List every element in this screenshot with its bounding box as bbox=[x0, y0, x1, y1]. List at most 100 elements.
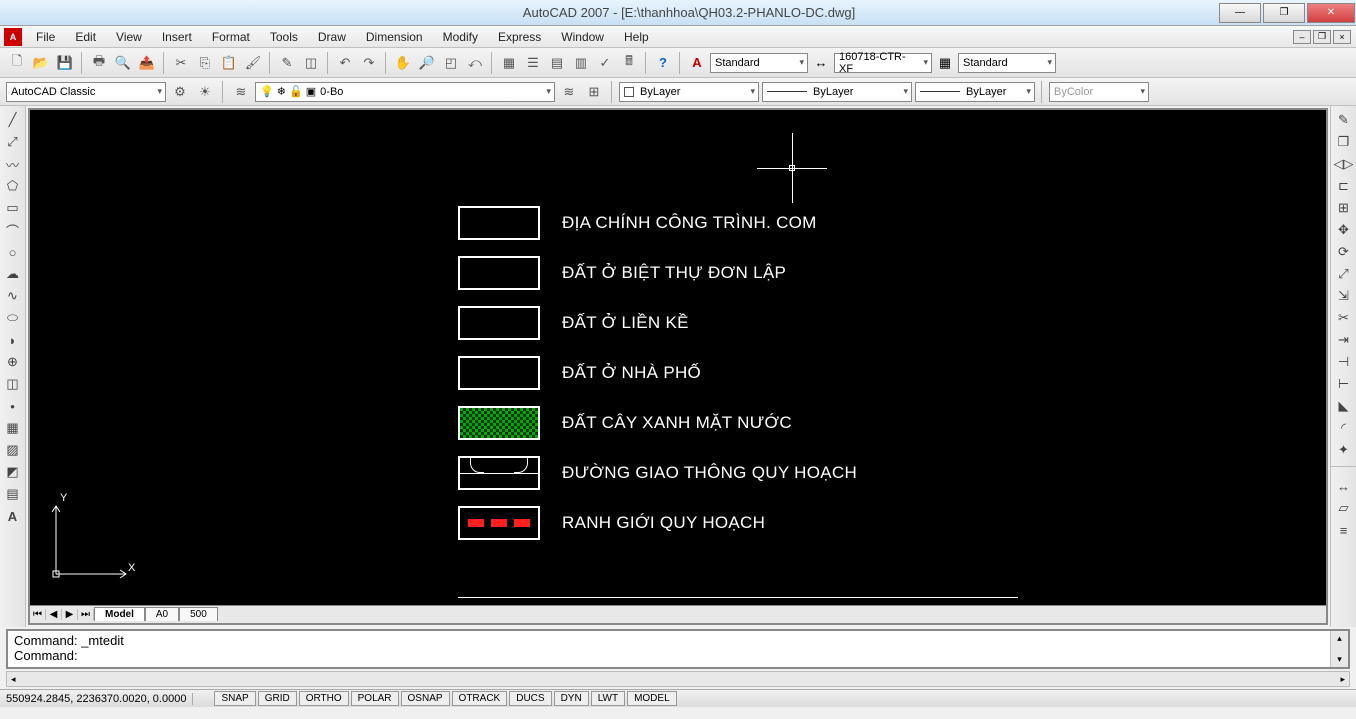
block-make-icon[interactable]: ◫ bbox=[2, 374, 24, 394]
polygon-icon[interactable]: ⬠ bbox=[2, 176, 24, 196]
circle-icon[interactable]: ○ bbox=[2, 242, 24, 262]
xline-icon[interactable]: ⤢ bbox=[2, 132, 24, 152]
offset-icon[interactable]: ⊏ bbox=[1333, 176, 1355, 196]
hatch-icon[interactable]: ▦ bbox=[2, 418, 24, 438]
point-icon[interactable]: • bbox=[2, 396, 24, 416]
calc-icon[interactable]: 🖩 bbox=[618, 52, 640, 74]
layer-states-icon[interactable]: ⊞ bbox=[583, 81, 605, 103]
cmd-hscrollbar[interactable]: ◂▸ bbox=[6, 671, 1350, 687]
scale-icon[interactable]: ⤢ bbox=[1333, 264, 1355, 284]
copy-obj-icon[interactable]: ❐ bbox=[1333, 132, 1355, 152]
publish-icon[interactable]: 📤 bbox=[136, 52, 158, 74]
copy-icon[interactable]: ⎘ bbox=[194, 52, 216, 74]
dimstyle-select[interactable]: 160718-CTR-XF bbox=[834, 53, 932, 73]
area-icon[interactable]: ▱ bbox=[1333, 498, 1355, 518]
tool-icon[interactable]: ▤ bbox=[546, 52, 568, 74]
close-button[interactable]: ✕ bbox=[1307, 3, 1355, 23]
cmd-scrollbar[interactable]: ▴▾ bbox=[1330, 631, 1348, 667]
block-icon[interactable]: ◫ bbox=[300, 52, 322, 74]
menu-insert[interactable]: Insert bbox=[152, 27, 202, 47]
layer-mgr-icon[interactable]: ≋ bbox=[230, 81, 252, 103]
menu-express[interactable]: Express bbox=[488, 27, 551, 47]
gradient-icon[interactable]: ▨ bbox=[2, 440, 24, 460]
layer-prev-icon[interactable]: ≋ bbox=[558, 81, 580, 103]
spline-icon[interactable]: ∿ bbox=[2, 286, 24, 306]
ws-settings-icon[interactable]: ⚙ bbox=[169, 81, 191, 103]
textstyle-select[interactable]: Standard bbox=[710, 53, 808, 73]
tab-next-button[interactable]: ▶ bbox=[62, 609, 78, 620]
ellipsearc-icon[interactable]: ◗ bbox=[2, 330, 24, 350]
menu-window[interactable]: Window bbox=[551, 27, 614, 47]
lineweight-select[interactable]: ByLayer bbox=[915, 82, 1035, 102]
minimize-button[interactable]: — bbox=[1219, 3, 1261, 23]
region-icon[interactable]: ◩ bbox=[2, 462, 24, 482]
menu-draw[interactable]: Draw bbox=[308, 27, 356, 47]
status-ducs[interactable]: DUCS bbox=[509, 691, 551, 706]
command-window[interactable]: Command: _mtedit Command: ▴▾ bbox=[6, 629, 1350, 669]
drawing-canvas[interactable]: ĐỊA CHÍNH CÔNG TRÌNH. COMĐẤT Ở BIỆT THỰ … bbox=[30, 110, 1326, 605]
array-icon[interactable]: ⊞ bbox=[1333, 198, 1355, 218]
save-icon[interactable]: 💾 bbox=[54, 52, 76, 74]
insert-icon[interactable]: ⊕ bbox=[2, 352, 24, 372]
status-osnap[interactable]: OSNAP bbox=[401, 691, 450, 706]
ws-lock-icon[interactable]: ☀ bbox=[194, 81, 216, 103]
linetype-select[interactable]: ByLayer bbox=[762, 82, 912, 102]
help-icon[interactable]: ? bbox=[652, 52, 674, 74]
zoom-win-icon[interactable]: ◰ bbox=[440, 52, 462, 74]
arc-icon[interactable]: ⌒ bbox=[2, 220, 24, 240]
menu-edit[interactable]: Edit bbox=[65, 27, 106, 47]
status-dyn[interactable]: DYN bbox=[554, 691, 589, 706]
list-icon[interactable]: ≡ bbox=[1333, 520, 1355, 540]
table-icon[interactable]: ▤ bbox=[2, 484, 24, 504]
markup-icon[interactable]: ✓ bbox=[594, 52, 616, 74]
tab-prev-button[interactable]: ◀ bbox=[46, 609, 62, 620]
menu-dimension[interactable]: Dimension bbox=[356, 27, 433, 47]
status-lwt[interactable]: LWT bbox=[591, 691, 625, 706]
print-icon[interactable]: 🖶 bbox=[88, 52, 110, 74]
workspace-select[interactable]: AutoCAD Classic bbox=[6, 82, 166, 102]
dc-icon[interactable]: ☰ bbox=[522, 52, 544, 74]
tablestyle-select[interactable]: Standard bbox=[958, 53, 1056, 73]
menu-format[interactable]: Format bbox=[202, 27, 260, 47]
tab-layout-a0[interactable]: A0 bbox=[145, 607, 179, 621]
undo-icon[interactable]: ↶ bbox=[334, 52, 356, 74]
matchprop-icon[interactable]: 🖌 bbox=[242, 52, 264, 74]
menu-tools[interactable]: Tools bbox=[260, 27, 308, 47]
status-polar[interactable]: POLAR bbox=[351, 691, 399, 706]
move-icon[interactable]: ✥ bbox=[1333, 220, 1355, 240]
pan-icon[interactable]: ✋ bbox=[392, 52, 414, 74]
prop-icon[interactable]: ▦ bbox=[498, 52, 520, 74]
dist-icon[interactable]: ↔ bbox=[1333, 476, 1355, 496]
erase-icon[interactable]: ✎ bbox=[1333, 110, 1355, 130]
maximize-button[interactable]: ❐ bbox=[1263, 3, 1305, 23]
status-otrack[interactable]: OTRACK bbox=[452, 691, 508, 706]
tab-model[interactable]: Model bbox=[94, 607, 145, 621]
ellipse-icon[interactable]: ⬭ bbox=[2, 308, 24, 328]
status-ortho[interactable]: ORTHO bbox=[299, 691, 349, 706]
stretch-icon[interactable]: ⇲ bbox=[1333, 286, 1355, 306]
pline-icon[interactable]: 〰 bbox=[2, 154, 24, 174]
explode-icon[interactable]: ✦ bbox=[1333, 440, 1355, 460]
line-icon[interactable]: ╱ bbox=[2, 110, 24, 130]
child-restore-button[interactable]: ❐ bbox=[1313, 30, 1331, 44]
rotate-icon[interactable]: ⟳ bbox=[1333, 242, 1355, 262]
menu-view[interactable]: View bbox=[106, 27, 152, 47]
status-snap[interactable]: SNAP bbox=[214, 691, 255, 706]
revcloud-icon[interactable]: ☁ bbox=[2, 264, 24, 284]
brush-icon[interactable]: ✎ bbox=[276, 52, 298, 74]
extend-icon[interactable]: ⇥ bbox=[1333, 330, 1355, 350]
chamfer-icon[interactable]: ◣ bbox=[1333, 396, 1355, 416]
child-minimize-button[interactable]: – bbox=[1293, 30, 1311, 44]
child-close-button[interactable]: × bbox=[1333, 30, 1351, 44]
menu-modify[interactable]: Modify bbox=[433, 27, 488, 47]
trim-icon[interactable]: ✂ bbox=[1333, 308, 1355, 328]
menu-file[interactable]: File bbox=[26, 27, 65, 47]
preview-icon[interactable]: 🔍 bbox=[112, 52, 134, 74]
rect-icon[interactable]: ▭ bbox=[2, 198, 24, 218]
join-icon[interactable]: ⊢ bbox=[1333, 374, 1355, 394]
layer-select[interactable]: 💡 ❄ 🔓 ▣0-Bo bbox=[255, 82, 555, 102]
color-select[interactable]: ByLayer bbox=[619, 82, 759, 102]
tab-first-button[interactable]: ⏮ bbox=[30, 609, 46, 620]
zoom-rt-icon[interactable]: 🔎 bbox=[416, 52, 438, 74]
status-model[interactable]: MODEL bbox=[627, 691, 677, 706]
